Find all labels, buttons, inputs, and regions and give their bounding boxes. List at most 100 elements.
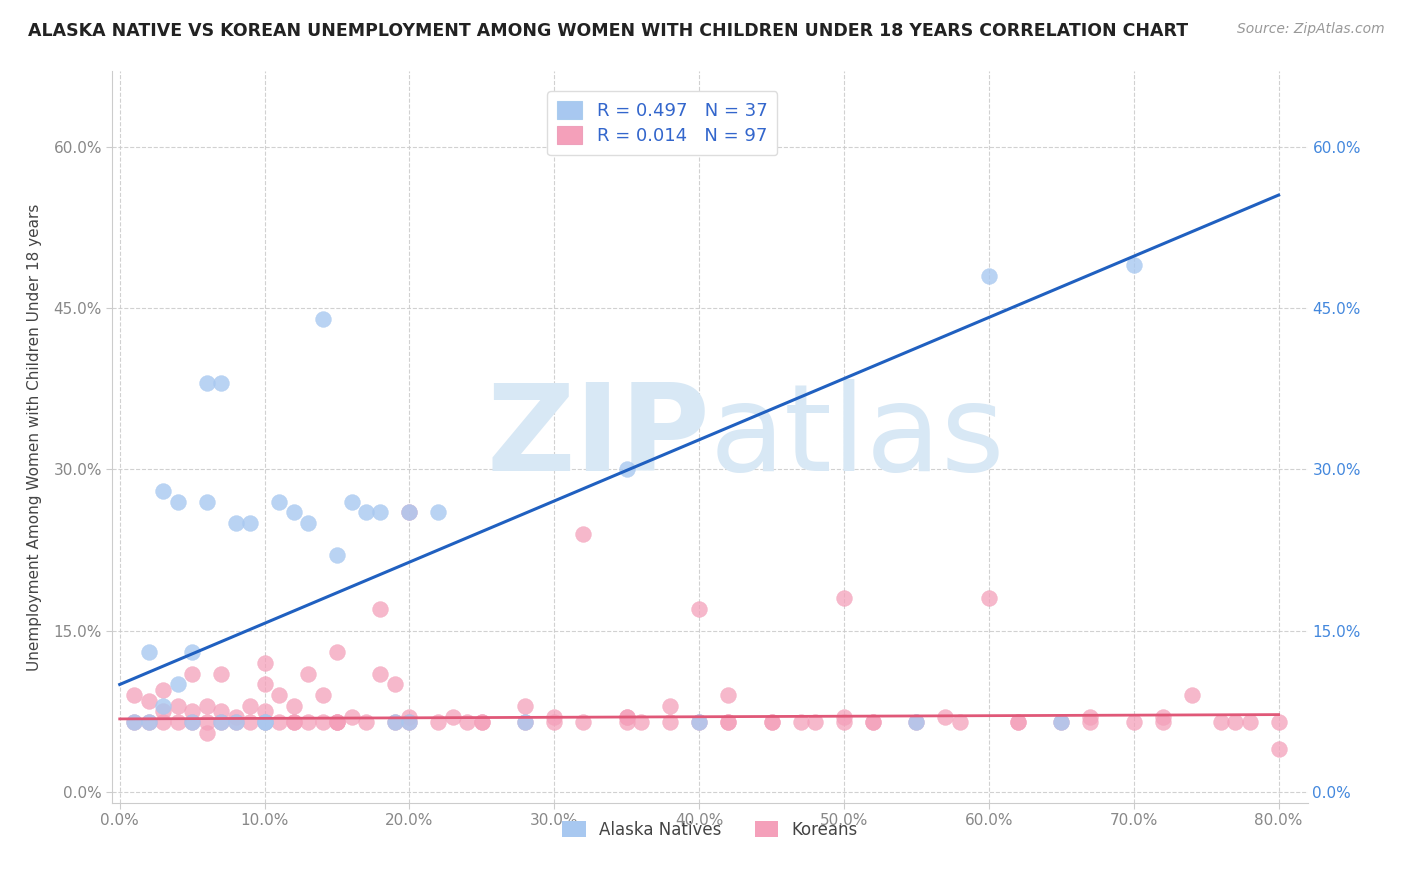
Point xyxy=(616,715,638,730)
Point xyxy=(515,698,537,713)
Point xyxy=(267,494,290,508)
Point xyxy=(1050,715,1073,730)
Y-axis label: Unemployment Among Women with Children Under 18 years: Unemployment Among Women with Children U… xyxy=(28,203,42,671)
Point xyxy=(340,494,363,508)
Point xyxy=(949,715,972,730)
Point xyxy=(1239,715,1261,730)
Point xyxy=(311,715,333,730)
Point xyxy=(1007,715,1029,730)
Point xyxy=(1152,715,1174,730)
Point xyxy=(630,715,652,730)
Point xyxy=(761,715,783,730)
Point xyxy=(326,715,349,730)
Point xyxy=(659,698,682,713)
Point xyxy=(398,715,420,730)
Point xyxy=(862,715,884,730)
Point xyxy=(977,591,1000,606)
Point xyxy=(616,462,638,476)
Point xyxy=(354,505,377,519)
Point xyxy=(209,715,232,730)
Text: ALASKA NATIVE VS KOREAN UNEMPLOYMENT AMONG WOMEN WITH CHILDREN UNDER 18 YEARS CO: ALASKA NATIVE VS KOREAN UNEMPLOYMENT AMO… xyxy=(28,22,1188,40)
Point xyxy=(152,715,174,730)
Point xyxy=(181,705,204,719)
Point xyxy=(384,715,406,730)
Point xyxy=(152,698,174,713)
Point xyxy=(471,715,494,730)
Point xyxy=(283,698,305,713)
Point xyxy=(340,710,363,724)
Point xyxy=(253,715,276,730)
Point xyxy=(862,715,884,730)
Point xyxy=(398,505,420,519)
Point xyxy=(152,483,174,498)
Point xyxy=(1181,688,1204,702)
Point xyxy=(253,715,276,730)
Point xyxy=(195,715,218,730)
Point xyxy=(239,715,262,730)
Point xyxy=(152,705,174,719)
Point xyxy=(326,715,349,730)
Point xyxy=(1209,715,1232,730)
Point xyxy=(471,715,494,730)
Point xyxy=(253,705,276,719)
Point xyxy=(398,715,420,730)
Point xyxy=(1007,715,1029,730)
Point xyxy=(398,710,420,724)
Point xyxy=(616,710,638,724)
Point xyxy=(166,698,188,713)
Point xyxy=(717,715,740,730)
Point xyxy=(166,677,188,691)
Point xyxy=(166,715,188,730)
Point xyxy=(384,677,406,691)
Point xyxy=(804,715,827,730)
Point xyxy=(225,516,247,530)
Point xyxy=(717,688,740,702)
Point xyxy=(977,268,1000,283)
Point xyxy=(1267,742,1289,756)
Point xyxy=(225,710,247,724)
Point xyxy=(239,516,262,530)
Point xyxy=(1050,715,1073,730)
Point xyxy=(934,710,956,724)
Point xyxy=(225,715,247,730)
Point xyxy=(209,376,232,391)
Point xyxy=(297,666,319,681)
Point xyxy=(1267,715,1289,730)
Point xyxy=(515,715,537,730)
Point xyxy=(283,505,305,519)
Point xyxy=(543,715,565,730)
Point xyxy=(832,715,855,730)
Point xyxy=(195,376,218,391)
Point xyxy=(225,715,247,730)
Point xyxy=(1078,710,1101,724)
Point xyxy=(181,666,204,681)
Point xyxy=(253,715,276,730)
Point xyxy=(572,715,595,730)
Point xyxy=(181,715,204,730)
Point xyxy=(209,705,232,719)
Point xyxy=(384,715,406,730)
Point xyxy=(138,715,160,730)
Point xyxy=(370,666,392,681)
Text: Source: ZipAtlas.com: Source: ZipAtlas.com xyxy=(1237,22,1385,37)
Point xyxy=(152,682,174,697)
Point xyxy=(427,715,450,730)
Point xyxy=(1122,715,1144,730)
Point xyxy=(1152,710,1174,724)
Point xyxy=(398,505,420,519)
Point xyxy=(688,715,710,730)
Point xyxy=(181,645,204,659)
Point xyxy=(1122,258,1144,272)
Point xyxy=(354,715,377,730)
Text: ZIP: ZIP xyxy=(486,378,710,496)
Point xyxy=(195,698,218,713)
Point xyxy=(515,715,537,730)
Point xyxy=(253,677,276,691)
Point xyxy=(181,715,204,730)
Point xyxy=(688,602,710,616)
Point xyxy=(138,693,160,707)
Point xyxy=(832,710,855,724)
Point xyxy=(195,494,218,508)
Point xyxy=(789,715,811,730)
Point xyxy=(326,645,349,659)
